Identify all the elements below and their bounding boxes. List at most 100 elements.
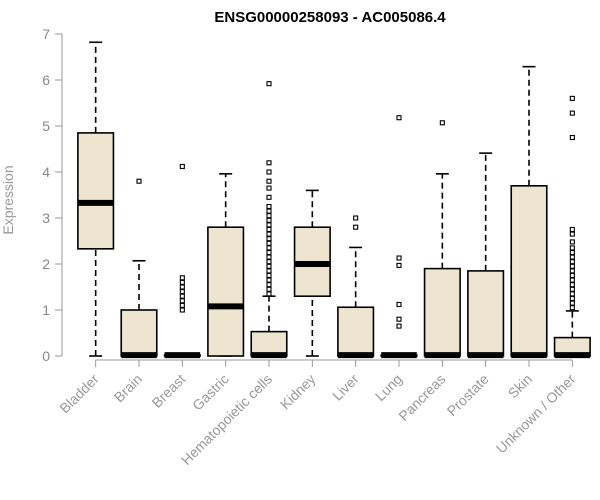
outlier-point <box>266 268 272 274</box>
box-group <box>553 95 591 359</box>
chart-title: ENSG00000258093 - AC005086.4 <box>214 9 446 26</box>
outlier-point <box>569 286 575 292</box>
x-tick-label: Prostate <box>444 371 492 419</box>
outlier-point <box>569 268 575 274</box>
box-group <box>120 178 158 359</box>
outlier-point <box>179 307 185 313</box>
box-iqr <box>467 270 505 357</box>
outlier-point <box>179 284 185 290</box>
outlier-point <box>569 231 575 237</box>
box-group <box>77 41 115 357</box>
box-series <box>77 41 591 359</box>
outlier-point <box>266 254 272 260</box>
outlier-point <box>266 245 272 251</box>
box-group <box>510 65 548 359</box>
x-tick-label: Gastric <box>189 371 232 414</box>
outlier-point <box>266 231 272 237</box>
outlier-point <box>569 259 575 265</box>
outlier-point <box>266 178 272 184</box>
outlier-point <box>266 194 272 200</box>
outlier-point <box>266 208 272 214</box>
box-iqr <box>337 306 375 357</box>
x-tick-label: Lung <box>372 371 405 404</box>
y-tick-label: 2 <box>42 256 50 272</box>
outlier-point <box>439 120 445 126</box>
box-group <box>250 81 288 359</box>
outlier-point <box>179 298 185 304</box>
outlier-point <box>569 134 575 141</box>
outlier-point <box>179 279 185 285</box>
outlier-point <box>179 293 185 299</box>
box-group <box>467 152 505 359</box>
y-tick-label: 0 <box>42 348 50 364</box>
outlier-point <box>266 291 272 297</box>
outlier-point <box>396 316 402 322</box>
outlier-point <box>266 222 272 228</box>
box-group <box>380 115 418 359</box>
box-group <box>423 120 461 359</box>
outlier-point <box>266 203 272 210</box>
outlier-point <box>396 301 402 308</box>
box-group <box>293 189 331 357</box>
outlier-point <box>266 213 272 219</box>
x-tick-label: Pancreas <box>395 371 448 424</box>
outlier-point <box>136 178 142 184</box>
outlier-point <box>353 215 359 221</box>
outlier-point <box>569 254 575 260</box>
x-tick-label: Unknown / Other <box>493 371 579 457</box>
x-tick-label: Liver <box>329 371 362 404</box>
box-iqr <box>250 330 288 357</box>
outlier-point <box>569 295 575 302</box>
outlier-point <box>266 286 272 292</box>
outlier-point <box>569 282 575 288</box>
outlier-point <box>266 236 272 242</box>
outlier-point <box>569 249 575 256</box>
outlier-point <box>179 163 185 170</box>
outlier-point <box>569 263 575 269</box>
outlier-point <box>569 277 575 283</box>
outlier-point <box>396 115 402 121</box>
y-tick-label: 3 <box>42 210 50 226</box>
outlier-point <box>179 289 185 295</box>
box-iqr <box>77 132 115 250</box>
outlier-point <box>266 240 272 246</box>
outlier-point <box>396 255 402 261</box>
y-tick-label: 6 <box>42 72 50 88</box>
y-tick-label: 7 <box>42 26 50 42</box>
y-tick-label: 4 <box>42 164 50 180</box>
outlier-point <box>569 300 575 306</box>
outlier-point <box>266 282 272 288</box>
outlier-point <box>569 245 575 251</box>
outlier-point <box>569 291 575 297</box>
outlier-point <box>179 275 185 281</box>
outlier-point <box>569 95 575 101</box>
box-group <box>207 173 245 357</box>
outlier-point <box>569 239 575 245</box>
box-group <box>337 215 375 359</box>
outlier-point <box>179 302 185 308</box>
outlier-point <box>569 305 575 311</box>
box-iqr <box>510 185 548 357</box>
outlier-point <box>396 323 402 329</box>
outlier-point <box>266 185 272 191</box>
outlier-point <box>569 272 575 279</box>
box-group <box>163 163 201 359</box>
y-axis: 0 1 2 3 4 5 6 7 <box>42 26 63 364</box>
outlier-point <box>569 226 575 233</box>
outlier-point <box>353 224 359 230</box>
outlier-point <box>266 277 272 283</box>
x-tick-label: Brain <box>111 371 145 405</box>
outlier-point <box>266 217 272 223</box>
x-tick-label: Kidney <box>277 371 319 413</box>
outlier-point <box>266 272 272 279</box>
outlier-point <box>266 263 272 269</box>
x-tick-label: Breast <box>149 371 189 411</box>
outlier-point <box>266 81 272 87</box>
box-iqr <box>120 309 158 357</box>
y-tick-label: 1 <box>42 302 50 318</box>
box-iqr <box>423 267 461 357</box>
outlier-point <box>266 249 272 256</box>
box-iqr <box>207 226 245 357</box>
